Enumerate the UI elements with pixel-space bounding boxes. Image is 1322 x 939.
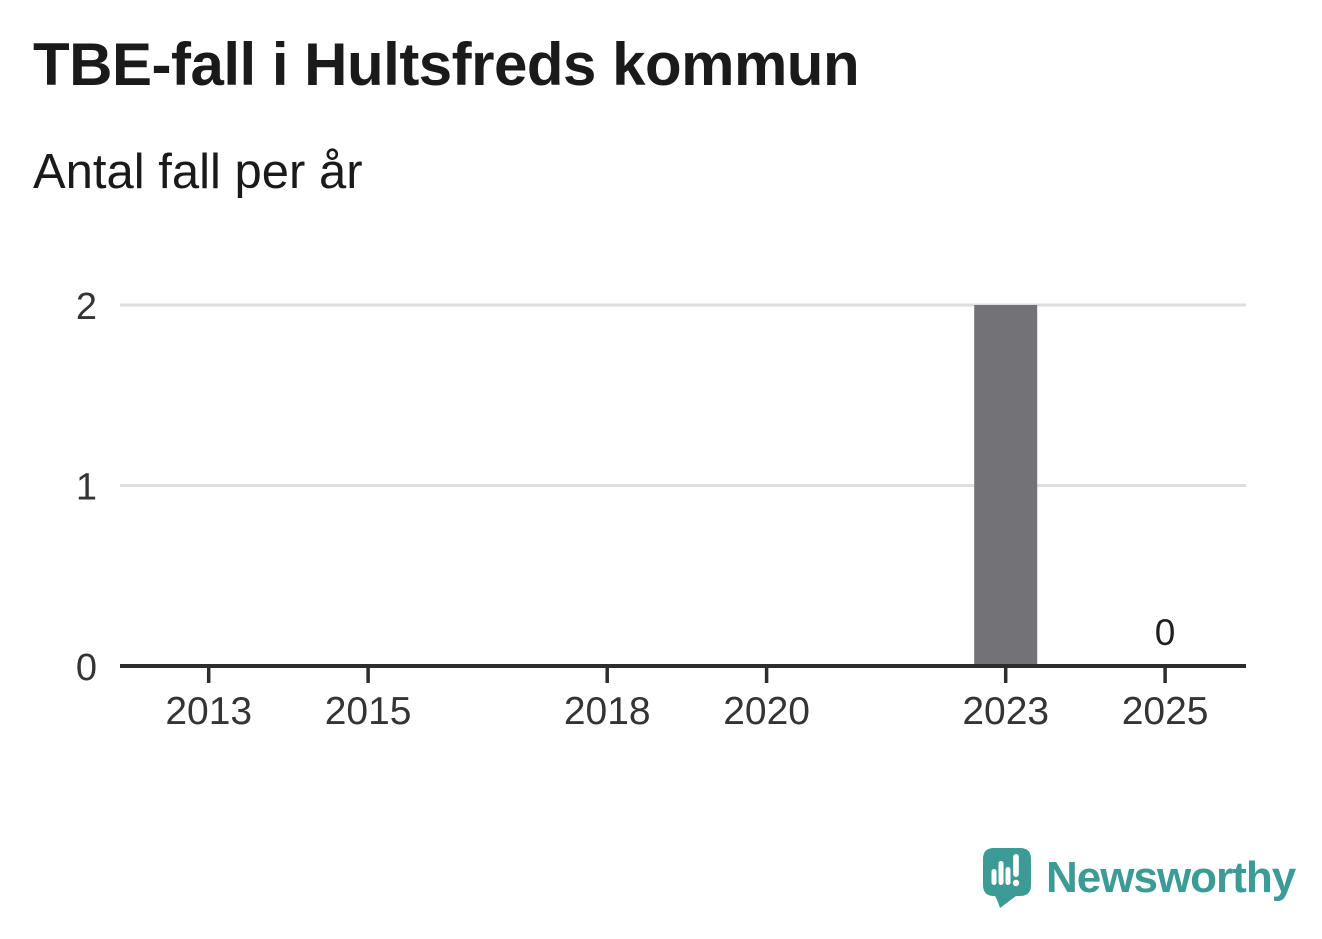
logo-bar-medium [1005, 867, 1011, 885]
logo-exclamation-icon [1012, 854, 1020, 887]
value-label-2025: 0 [1155, 612, 1176, 653]
logo-bar-short [991, 869, 997, 885]
y-axis-label-1: 1 [76, 467, 97, 509]
x-axis-label-2020: 2020 [723, 690, 810, 733]
logo-exclamation-stem [1013, 854, 1019, 877]
x-axis-label-2025: 2025 [1122, 690, 1209, 733]
chart-subtitle: Antal fall per år [33, 145, 363, 199]
x-axis-label-2013: 2013 [165, 690, 252, 733]
brand-name: Newsworthy [1046, 853, 1297, 902]
logo-bar-tall [998, 861, 1004, 885]
x-axis-label-2018: 2018 [564, 690, 651, 733]
logo-exclamation-dot [1012, 879, 1020, 887]
logo-bar-chart-icon [991, 861, 1011, 885]
chart-title: TBE-fall i Hultsfreds kommun [33, 31, 859, 98]
bar-2023 [974, 305, 1038, 666]
y-axis-label-2: 2 [76, 286, 97, 328]
newsworthy-logo: Newsworthy [983, 848, 1298, 908]
plot-area: 0 1 2 2013 2015 2018 2020 2023 2025 0 [76, 286, 1246, 733]
x-axis-label-2015: 2015 [325, 690, 412, 733]
y-axis-label-0: 0 [76, 647, 97, 689]
x-axis-label-2023: 2023 [962, 690, 1049, 733]
